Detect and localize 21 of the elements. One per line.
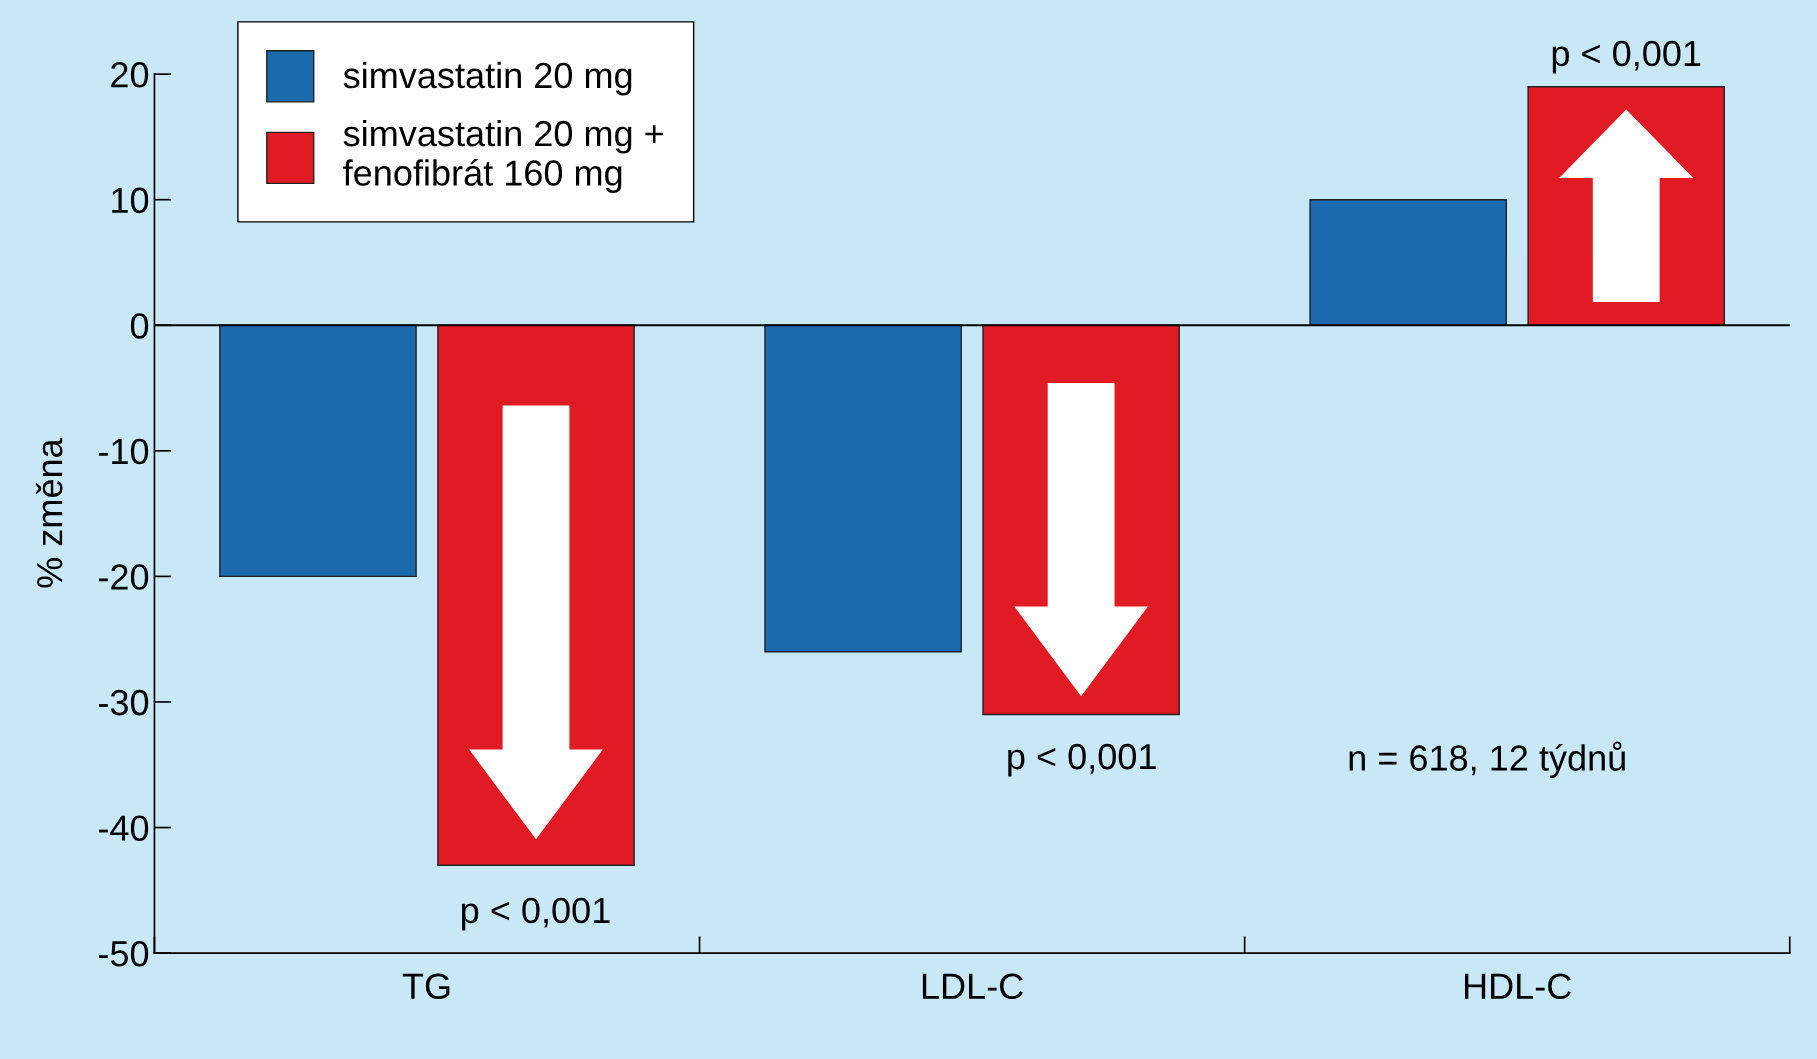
y-tick-label: -50	[99, 940, 149, 967]
x-tick-label: LDL-C	[922, 973, 1023, 1000]
y-tick-label: -40	[99, 815, 149, 841]
bar	[219, 324, 417, 578]
annotation: n = 618, 12 týdnů	[1349, 741, 1625, 779]
y-tick-label: -30	[99, 689, 149, 716]
x-tick-label: TG	[402, 973, 450, 1000]
bar	[764, 324, 962, 653]
y-tick-label: 0	[130, 313, 149, 339]
y-tick-label: -10	[99, 438, 149, 465]
y-tick-label: 20	[111, 62, 149, 88]
x-tick-label: HDL-C	[1464, 973, 1571, 1000]
legend-label: simvastatin 20 mg + fenofibrát 160 mg	[343, 119, 663, 193]
y-tick-label: -20	[99, 564, 149, 590]
bar	[1309, 199, 1507, 326]
annotation: p < 0,001	[1008, 743, 1156, 777]
annotation: p < 0,001	[462, 897, 610, 931]
y-tick-label: 10	[112, 187, 149, 214]
y-axis-title: % změna	[35, 438, 63, 588]
legend-label: simvastatin 20 mg	[343, 61, 632, 96]
text: p < 0,001	[1552, 40, 1701, 74]
